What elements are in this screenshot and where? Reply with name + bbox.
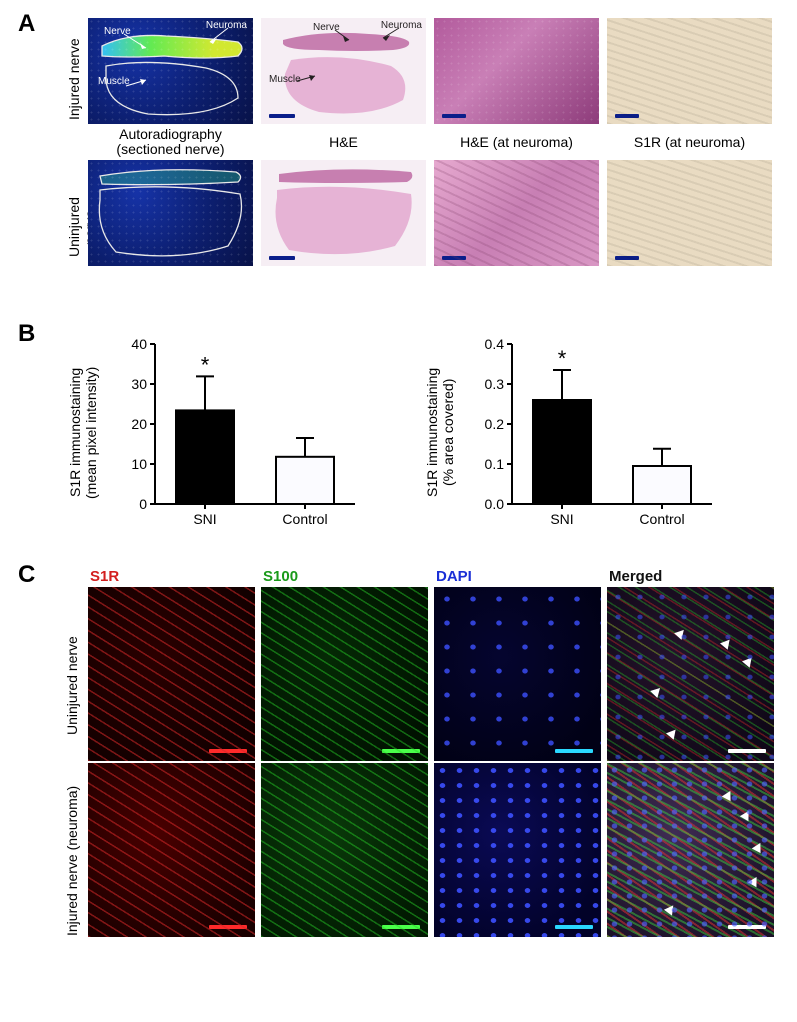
svg-text:0.0: 0.0 (485, 496, 505, 512)
a-uninjured-he (261, 160, 426, 266)
scalebar (615, 114, 639, 118)
svg-text:SNI: SNI (193, 511, 216, 527)
scalebar (209, 925, 247, 929)
c-uninj-merged (607, 587, 774, 761)
scalebar (555, 925, 593, 929)
panel-c-letter: C (18, 561, 35, 589)
a-col4-label: S1R (at neuroma) (634, 134, 745, 150)
svg-text:SNI: SNI (550, 511, 573, 527)
svg-text:0.3: 0.3 (485, 376, 505, 392)
svg-text:40: 40 (131, 336, 147, 352)
scalebar (728, 925, 766, 929)
panel-b-letter: B (18, 320, 35, 348)
a-injured-autorad: Nerve Neuroma Muscle (88, 18, 253, 124)
scalebar (209, 749, 247, 753)
a-col3-label: H&E (at neuroma) (460, 134, 573, 150)
svg-text:Control: Control (639, 511, 684, 527)
svg-text:0.2: 0.2 (485, 416, 505, 432)
arrowhead-icon (740, 808, 753, 821)
scalebar (555, 749, 593, 753)
svg-text:*: * (201, 352, 210, 377)
a-col2-label: H&E (329, 134, 358, 150)
c-inj-dapi (434, 763, 601, 937)
c-inj-merged (607, 763, 774, 937)
scalebar (269, 256, 295, 260)
b-chart2-ylabel: S1R immunostaining (% area covered) (424, 350, 456, 515)
c-uninj-s100 (261, 587, 428, 761)
scalebar (382, 925, 420, 929)
arrowhead-icon (664, 902, 677, 915)
panel-c-grid: S1R S100 DAPI Merged (88, 563, 774, 937)
arrowhead-icon (748, 874, 761, 887)
scalebar (269, 114, 295, 118)
scalebar (615, 256, 639, 260)
panel-a-row-injured: Injured nerve (66, 34, 82, 124)
svg-text:Control: Control (282, 511, 327, 527)
arrowhead-icon (720, 636, 733, 649)
ann-muscle: Muscle (98, 76, 130, 87)
panel-b: B S1R immunostaining (mean pixel intensi… (18, 320, 779, 555)
arrowhead-icon (650, 685, 663, 698)
scalebar (442, 256, 466, 260)
svg-text:10: 10 (131, 456, 147, 472)
svg-text:*: * (558, 346, 567, 371)
arrowhead-icon (752, 840, 765, 853)
a-col1-l2: (sectioned nerve) (116, 141, 224, 157)
b-chart-area: S1R immunostaining (% area covered) 0.00… (470, 332, 720, 532)
c-col1: S1R (88, 568, 255, 585)
a-injured-he-hi (434, 18, 599, 124)
c-col4: Merged (607, 568, 774, 585)
a-uninjured-autorad (88, 160, 253, 266)
c-row-uninjured: Uninjured nerve (64, 621, 80, 751)
a-injured-s1r (607, 18, 772, 124)
a-col1-l1: Autoradiography (119, 126, 222, 142)
svg-text:30: 30 (131, 376, 147, 392)
c-inj-s100 (261, 763, 428, 937)
svg-text:0.1: 0.1 (485, 456, 505, 472)
b-chart-intensity: S1R immunostaining (mean pixel intensity… (113, 332, 363, 532)
a-col1-label: Autoradiography (sectioned nerve) (116, 127, 224, 156)
a-injured-he: Nerve Neuroma Muscle (261, 18, 426, 124)
c-col3: DAPI (434, 568, 601, 585)
arrowhead-icon (666, 726, 679, 739)
svg-text:0.4: 0.4 (485, 336, 505, 352)
panel-a: A Injured nerve Uninjured nerve Nerve Ne… (18, 10, 779, 310)
a-uninjured-s1r (607, 160, 772, 266)
b-chart1-ylabel: S1R immunostaining (mean pixel intensity… (67, 350, 99, 515)
a-uninjured-he-hi (434, 160, 599, 266)
panel-a-letter: A (18, 10, 35, 38)
arrowhead-icon (742, 654, 755, 667)
scalebar (382, 749, 420, 753)
panel-c: C Uninjured nerve Injured nerve (neuroma… (18, 561, 779, 991)
scalebar (442, 114, 466, 118)
c-uninj-s1r (88, 587, 255, 761)
svg-text:20: 20 (131, 416, 147, 432)
scalebar (728, 749, 766, 753)
panel-a-grid: Nerve Neuroma Muscle Nerve Neuroma Muscl… (88, 18, 772, 266)
c-row-injured: Injured nerve (neuroma) (64, 771, 80, 951)
arrowhead-icon (722, 788, 735, 801)
ann-neuroma: Neuroma (206, 20, 247, 31)
c-inj-s1r (88, 763, 255, 937)
c-col2: S100 (261, 568, 428, 585)
c-uninj-dapi (434, 587, 601, 761)
arrowhead-icon (674, 627, 687, 640)
svg-text:0: 0 (139, 496, 147, 512)
ann-nerve: Nerve (104, 26, 131, 37)
